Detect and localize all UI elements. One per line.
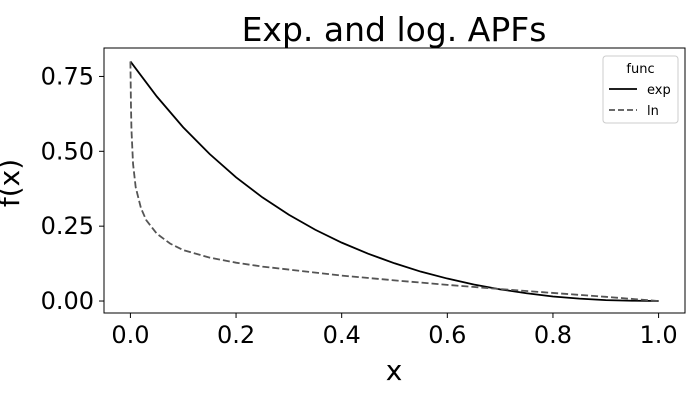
x-tick-label: 1.0: [640, 321, 678, 349]
x-tick-label: 0.2: [217, 321, 255, 349]
legend-box: [602, 55, 679, 124]
x-tick-label: 0.8: [534, 321, 572, 349]
x-axis-label: x: [386, 354, 403, 387]
y-tick-label: 0.75: [41, 62, 94, 90]
x-tick-label: 0.0: [111, 321, 149, 349]
legend-label-exp: exp: [647, 83, 671, 98]
chart-title: Exp. and log. APFs: [242, 10, 547, 49]
x-tick-label: 0.6: [428, 321, 466, 349]
series-line-ln: [129, 61, 659, 302]
plot-area: 0.0 0.2 0.4 0.6 0.8 1.0 0.00 0.25 0.50 0.75: [41, 47, 686, 349]
y-axis-label: f(x): [0, 159, 26, 207]
legend: func exp ln: [602, 55, 679, 124]
x-tick-label: 0.4: [323, 321, 361, 349]
series-line-exp: [129, 60, 659, 302]
y-tick-label: 0.00: [41, 287, 94, 315]
legend-entries: exp ln: [609, 83, 671, 119]
axes-frame: [103, 47, 686, 314]
y-tick-label: 0.50: [41, 137, 94, 165]
y-tick-label: 0.25: [41, 212, 94, 240]
legend-label-ln: ln: [647, 104, 659, 119]
legend-title: func: [626, 62, 654, 77]
